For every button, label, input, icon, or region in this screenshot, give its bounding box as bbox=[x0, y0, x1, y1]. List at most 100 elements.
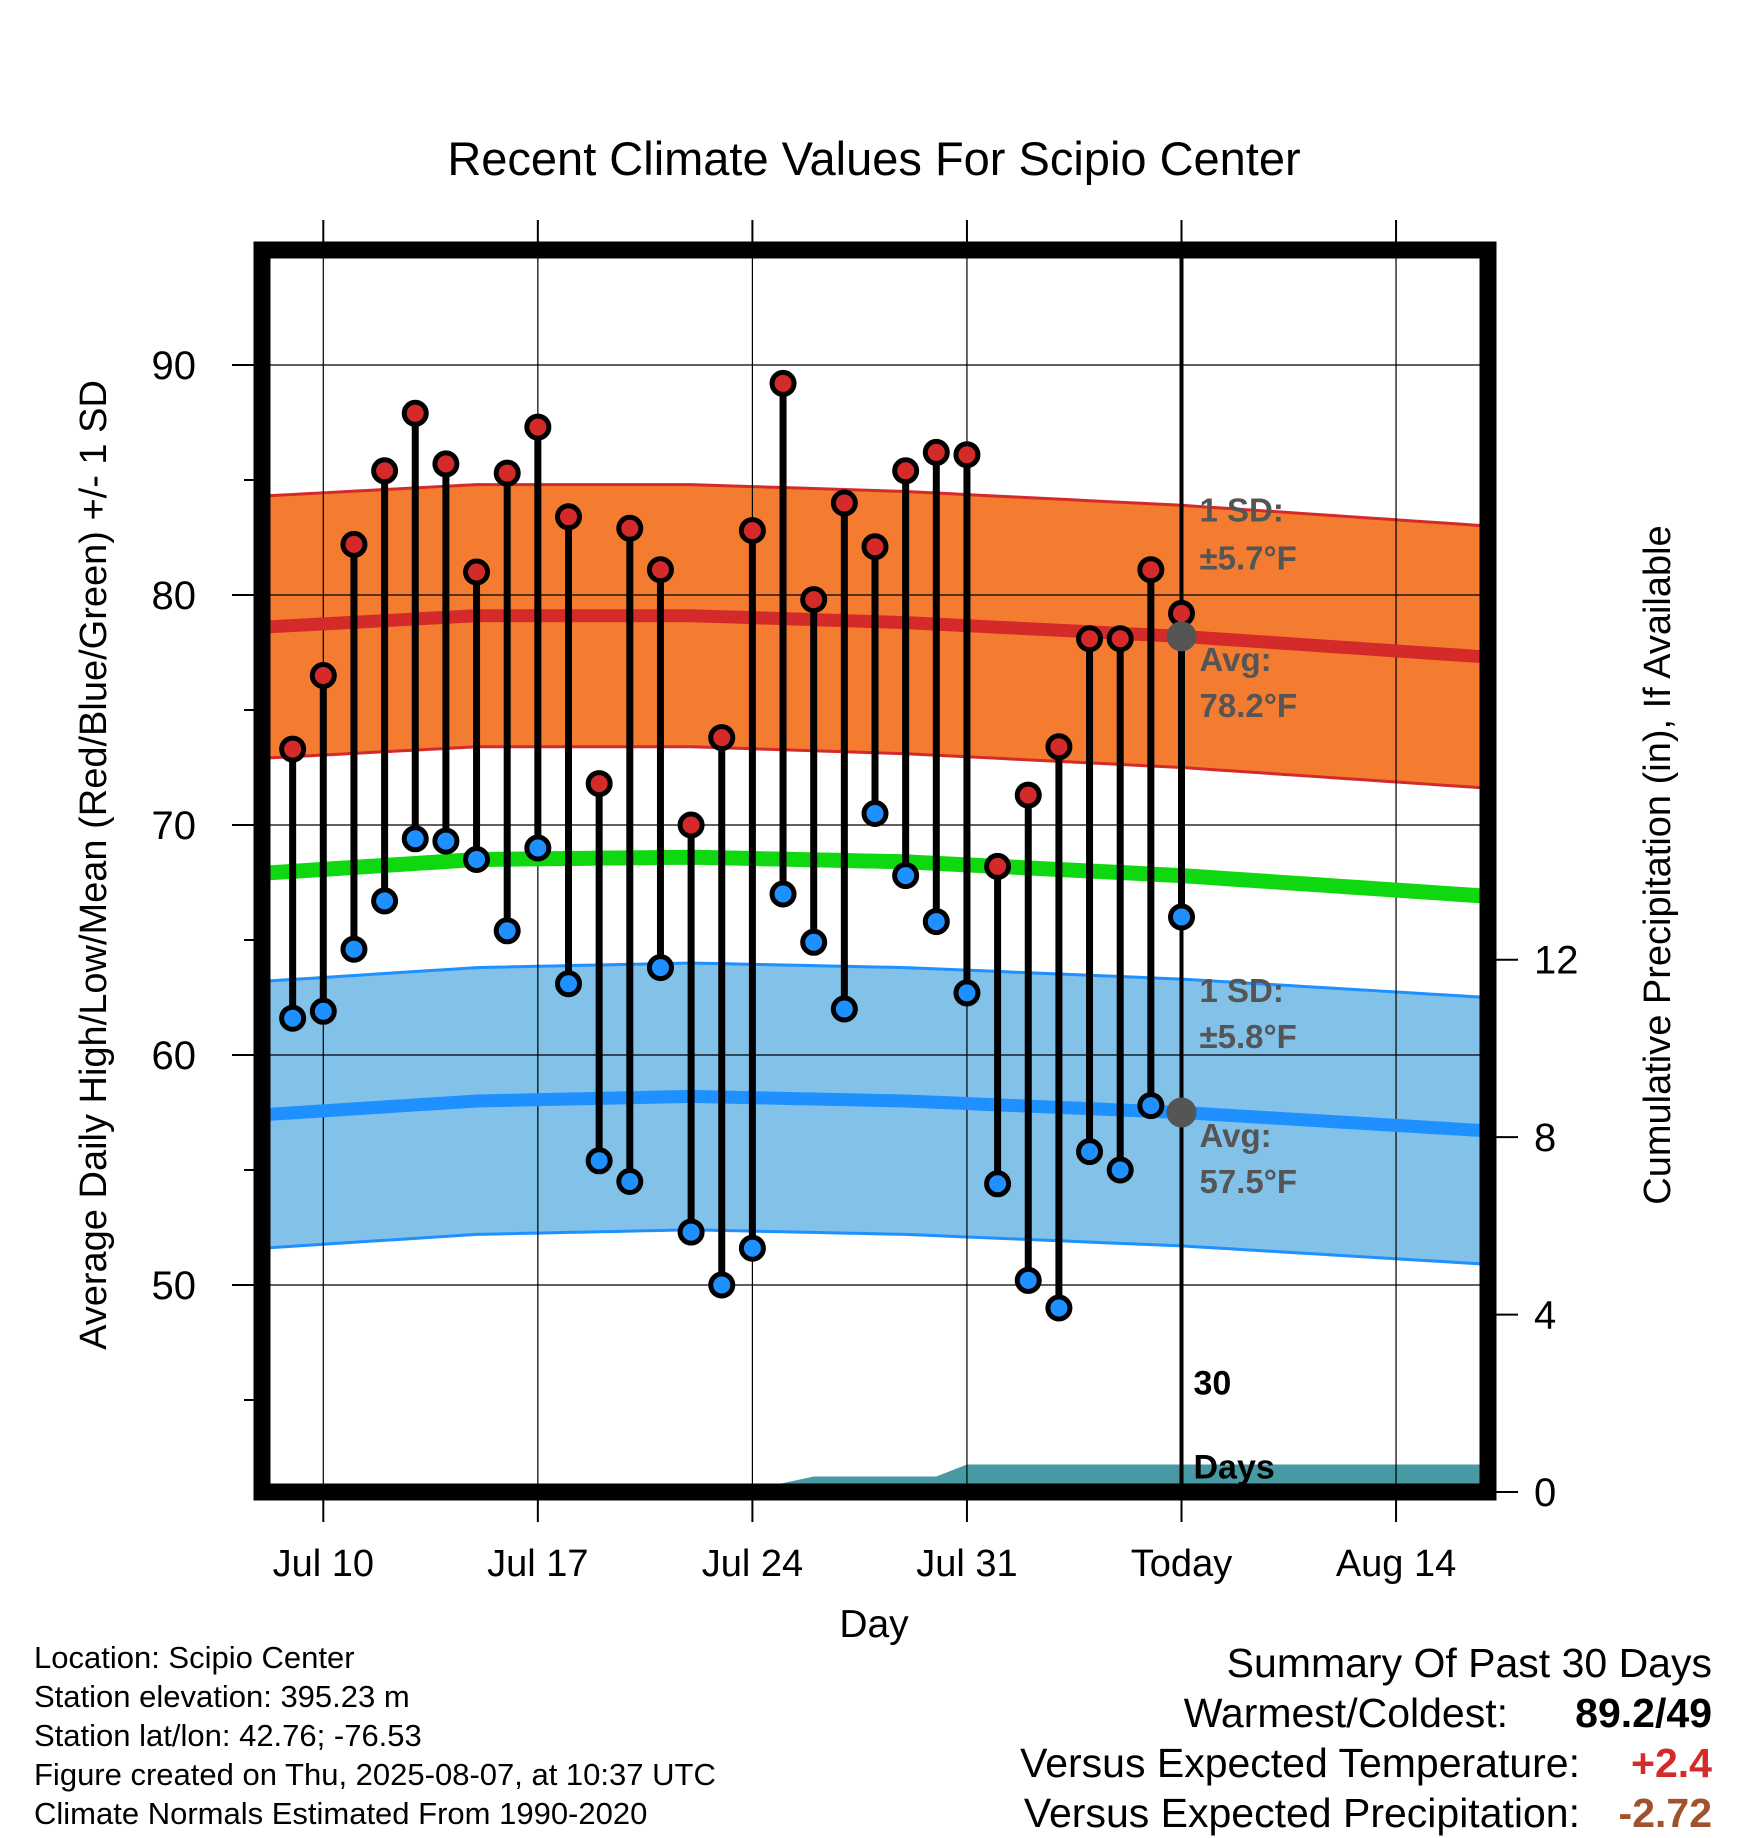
daily-low-point bbox=[585, 1147, 613, 1175]
low-sd-upper-line bbox=[261, 961, 1489, 999]
value-separator: / bbox=[1654, 1690, 1667, 1736]
precip-row: Versus Expected Precipitation: -2.72 bbox=[812, 1788, 1712, 1838]
daily-high-point bbox=[401, 399, 429, 427]
daily-high-point bbox=[953, 441, 981, 469]
y-axis-label: Average Daily High/Low/Mean (Red/Blue/Gr… bbox=[73, 380, 115, 1350]
daily-high-point bbox=[800, 586, 828, 614]
daily-low-point bbox=[1137, 1092, 1165, 1120]
precip-label: Versus Expected Precipitation: bbox=[1023, 1790, 1580, 1836]
daily-low-point bbox=[371, 887, 399, 915]
daily-low-point bbox=[922, 908, 950, 936]
daily-high-point bbox=[432, 450, 460, 478]
y-tick-label: 90 bbox=[152, 344, 197, 388]
daily-high-point bbox=[646, 556, 674, 584]
daily-low-point bbox=[401, 825, 429, 853]
daily-high-point bbox=[309, 662, 337, 689]
daily-high-point bbox=[585, 770, 613, 798]
daily-low-point bbox=[493, 917, 521, 945]
elevation-text: Station elevation: 395.23 m bbox=[34, 1679, 410, 1714]
daily-low-point bbox=[861, 800, 889, 827]
daily-high-point bbox=[738, 517, 766, 545]
low-sd-lower-line bbox=[261, 1228, 1489, 1266]
x-axis-label: Day bbox=[839, 1603, 909, 1646]
low-sd-value: ±5.8°F bbox=[1200, 1018, 1297, 1055]
x-tick-label: Aug 14 bbox=[1336, 1543, 1456, 1585]
high-sd-label: 1 SD: bbox=[1200, 491, 1284, 528]
daily-high-point bbox=[616, 514, 644, 542]
low-avg-label: Avg: bbox=[1200, 1117, 1272, 1154]
daily-high-point bbox=[1076, 625, 1104, 653]
daily-high-point bbox=[677, 811, 705, 839]
normals-text: Climate Normals Estimated From 1990-2020 bbox=[34, 1796, 648, 1831]
daily-high-point bbox=[555, 503, 582, 531]
daily-high-point bbox=[463, 558, 491, 586]
daily-low-point bbox=[616, 1168, 644, 1195]
plot-frame bbox=[253, 241, 1497, 1501]
station-info: Location: Scipio Center Station elevatio… bbox=[34, 1638, 716, 1833]
summary-panel: Summary Of Past 30 Days Warmest/Coldest:… bbox=[812, 1638, 1712, 1838]
y-tick-label: 60 bbox=[152, 1034, 197, 1078]
latlon-text: Station lat/lon: 42.76; -76.53 bbox=[34, 1718, 422, 1753]
daily-low-point bbox=[463, 846, 491, 873]
y2-tick-label: 4 bbox=[1534, 1294, 1556, 1338]
daily-low-point bbox=[769, 880, 797, 908]
daily-low-point bbox=[677, 1218, 705, 1246]
daily-low-point bbox=[708, 1271, 736, 1299]
y2-tick-label: 12 bbox=[1534, 939, 1579, 983]
daily-low-point bbox=[984, 1170, 1012, 1198]
daily-high-point bbox=[922, 438, 950, 466]
created-text: Figure created on Thu, 2025-08-07, at 10… bbox=[34, 1757, 716, 1792]
daily-low-point bbox=[340, 935, 368, 963]
temp-value: +2.4 bbox=[1631, 1740, 1712, 1786]
y-tick-label: 80 bbox=[152, 574, 197, 618]
y-tick-label: 50 bbox=[152, 1264, 197, 1308]
warmest-value: 89.2 bbox=[1575, 1690, 1655, 1736]
temp-label: Versus Expected Temperature: bbox=[1020, 1740, 1580, 1786]
daily-high-point bbox=[1014, 781, 1042, 809]
daily-low-point bbox=[555, 970, 582, 998]
daily-low-point bbox=[953, 979, 981, 1007]
precip-value: -2.72 bbox=[1618, 1790, 1712, 1836]
daily-low-point bbox=[646, 954, 674, 982]
daily-high-point bbox=[892, 457, 920, 485]
x-tick-label: Jul 10 bbox=[273, 1543, 374, 1585]
daily-low-point bbox=[1014, 1266, 1042, 1294]
x-tick-label: Jul 17 bbox=[487, 1543, 588, 1585]
summary-title: Summary Of Past 30 Days bbox=[1226, 1640, 1712, 1686]
daily-low-point bbox=[738, 1234, 766, 1262]
daily-low-point bbox=[1045, 1294, 1073, 1322]
coldest-value: 49 bbox=[1666, 1690, 1712, 1736]
location-text: Location: Scipio Center bbox=[34, 1640, 355, 1675]
warmest-coldest-row: Warmest/Coldest: 89.2/49 bbox=[812, 1688, 1712, 1738]
daily-high-point bbox=[1106, 625, 1134, 653]
daily-low-point bbox=[892, 862, 920, 890]
daily-high-point bbox=[1168, 599, 1195, 627]
daily-high-point bbox=[1045, 733, 1073, 761]
high-sd-value: ±5.7°F bbox=[1200, 540, 1297, 577]
low-avg-value: 57.5°F bbox=[1200, 1163, 1298, 1200]
daily-low-point bbox=[524, 834, 552, 862]
daily-high-point bbox=[371, 457, 399, 485]
daily-low-point bbox=[432, 827, 460, 855]
chart-title: Recent Climate Values For Scipio Center bbox=[447, 132, 1300, 185]
daily-low-point bbox=[1076, 1138, 1104, 1166]
daily-low-point bbox=[279, 1004, 307, 1032]
daily-low-point bbox=[800, 928, 828, 956]
y2-tick-label: 0 bbox=[1534, 1471, 1556, 1515]
warmest-coldest-value: 89.2/49 bbox=[1575, 1688, 1712, 1738]
low-average-line bbox=[261, 1089, 1489, 1138]
y2-axis-label: Cumulative Precipitation (in), If Availa… bbox=[1637, 525, 1679, 1204]
daily-high-point bbox=[524, 413, 552, 441]
high-sd-upper-line bbox=[261, 483, 1489, 528]
high-avg-value: 78.2°F bbox=[1200, 687, 1298, 724]
daily-high-point bbox=[769, 369, 797, 397]
daily-high-point bbox=[340, 530, 368, 558]
low-sd-label: 1 SD: bbox=[1200, 972, 1284, 1009]
plot-background bbox=[262, 250, 1488, 1492]
daily-high-point bbox=[830, 489, 858, 517]
daily-low-point bbox=[830, 995, 858, 1023]
daily-high-point bbox=[493, 459, 521, 487]
x-tick-label: Jul 24 bbox=[702, 1543, 803, 1585]
today-high-avg-marker bbox=[1166, 621, 1197, 652]
